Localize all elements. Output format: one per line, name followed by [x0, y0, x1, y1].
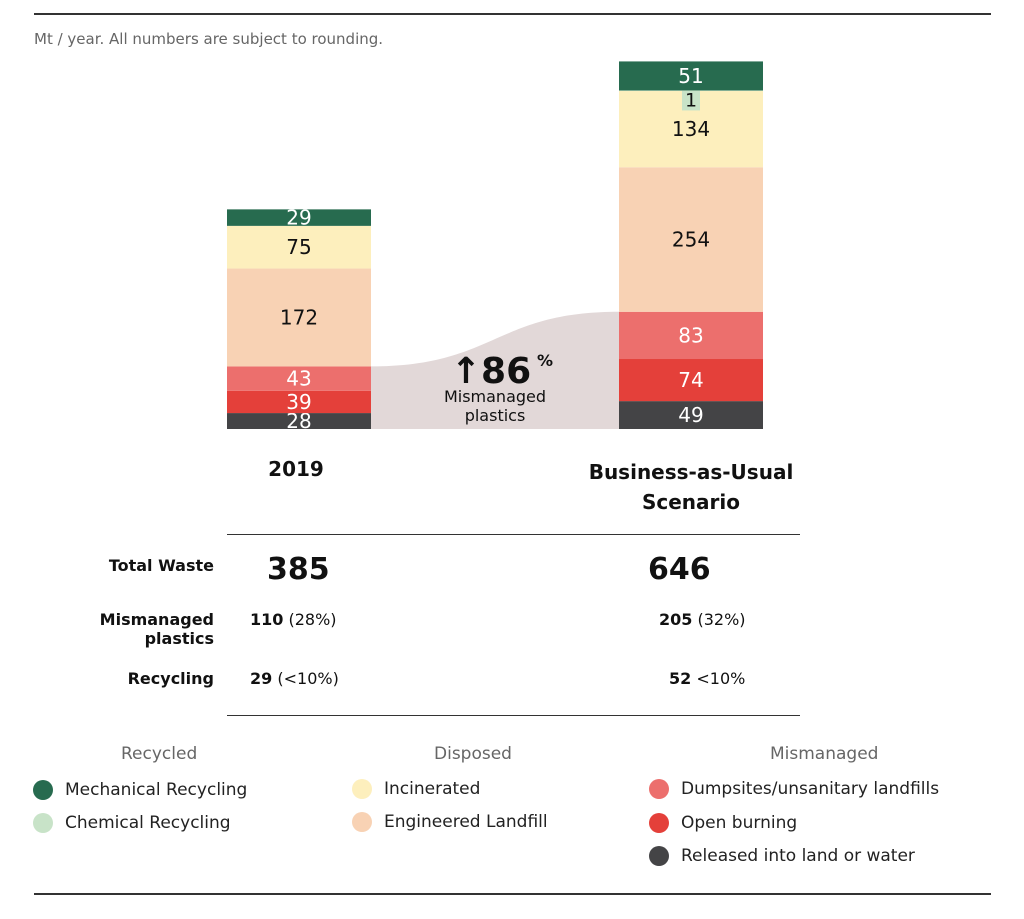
row-label-total: Total Waste: [108, 556, 214, 575]
legend-item-dumpsites: Dumpsites/unsanitary landfills: [649, 779, 939, 799]
annotation-unit: %: [537, 351, 553, 370]
unit-note: Mt / year. All numbers are subject to ro…: [34, 30, 384, 48]
label-line2: plastics: [144, 629, 214, 648]
percent: (<10%): [277, 669, 339, 688]
bar-label-chemical: 1: [685, 89, 697, 111]
category-label-2019: 2019: [268, 457, 324, 481]
bar-segment-mechanical: [227, 209, 371, 226]
bar-label-released: 49: [678, 403, 703, 427]
bar-segment-landfill: [619, 167, 763, 312]
recycling-2019: 29 (<10%): [250, 669, 339, 688]
dumpsites-swatch: [649, 779, 669, 799]
legend-group-disposed: Disposed: [434, 744, 512, 764]
legend-item-burning: Open burning: [649, 813, 797, 833]
value: 52: [669, 669, 692, 688]
bar-label-mechanical: 29: [286, 206, 311, 230]
bar-label-burning: 74: [678, 368, 703, 392]
legend-group-recycled: Recycled: [121, 744, 198, 764]
bar-segment-mechanical: [619, 61, 763, 91]
legend-item-released: Released into land or water: [649, 846, 915, 866]
table-top-rule: [227, 534, 800, 535]
legend-group-mismanaged: Mismanaged: [770, 744, 879, 764]
legend-label: Chemical Recycling: [65, 813, 231, 833]
recycling-bau: 52 <10%: [669, 669, 745, 688]
bar-label-incinerated: 75: [286, 235, 311, 259]
mismanaged-2019: 110 (28%): [250, 610, 337, 629]
legend-item-landfill: Engineered Landfill: [352, 812, 548, 832]
category-label-bau: Business-as-Usual Scenario: [588, 460, 794, 514]
bar-segment-incinerated: [227, 225, 371, 269]
legend-item-mechanical: Mechanical Recycling: [33, 780, 247, 800]
percent: (28%): [288, 610, 337, 629]
row-label-mismanaged: Mismanaged plastics: [34, 610, 214, 648]
bar-segment-released: [619, 401, 763, 429]
legend-item-incinerated: Incinerated: [352, 779, 480, 799]
legend-item-chemical: Chemical Recycling: [33, 813, 231, 833]
legend-label: Engineered Landfill: [384, 812, 548, 832]
percent: (32%): [697, 610, 746, 629]
value: 205: [659, 610, 693, 629]
landfill-swatch: [352, 812, 372, 832]
total-2019: 385: [267, 552, 330, 587]
legend-label: Released into land or water: [681, 846, 915, 866]
released-swatch: [649, 846, 669, 866]
bar-label-mechanical: 51: [678, 64, 703, 88]
mismanaged-flow-band: [371, 311, 619, 429]
value: 29: [250, 669, 273, 688]
bar-label-bg-chemical: [682, 88, 700, 111]
bar-segment-dumpsites: [619, 311, 763, 360]
label-line1: Mismanaged: [99, 610, 214, 629]
bar-segment-released: [227, 413, 371, 429]
annotation-label-line1: Mismanaged: [444, 387, 546, 406]
mechanical-swatch: [33, 780, 53, 800]
bar-segment-burning: [619, 359, 763, 402]
burning-swatch: [649, 813, 669, 833]
legend-label: Open burning: [681, 813, 798, 833]
bar-segment-landfill: [227, 268, 371, 367]
bar-segment-burning: [227, 390, 371, 414]
bar-label-landfill: 172: [280, 305, 318, 329]
bottom-rule: [34, 893, 991, 895]
value: 110: [250, 610, 284, 629]
chemical-swatch: [33, 813, 53, 833]
legend-label: Mechanical Recycling: [65, 780, 248, 800]
annotation-value: ↑86: [451, 351, 531, 392]
bar-label-incinerated: 134: [672, 117, 710, 141]
legend-label: Incinerated: [384, 779, 481, 799]
bar-label-burning: 39: [286, 390, 311, 414]
bar-segment-dumpsites: [227, 366, 371, 391]
annotation-label-line2: plastics: [465, 406, 526, 425]
row-label-recycling: Recycling: [127, 669, 214, 688]
table-bottom-rule: [227, 715, 800, 716]
incinerated-swatch: [352, 779, 372, 799]
bar-label-dumpsites: 83: [678, 323, 703, 347]
total-bau: 646: [648, 552, 711, 587]
bar-label-landfill: 254: [672, 228, 710, 252]
mismanaged-bau: 205 (32%): [659, 610, 746, 629]
top-rule: [34, 13, 991, 15]
legend-label: Dumpsites/unsanitary landfills: [681, 779, 940, 799]
percent: <10%: [696, 669, 746, 688]
bar-label-dumpsites: 43: [286, 367, 311, 391]
